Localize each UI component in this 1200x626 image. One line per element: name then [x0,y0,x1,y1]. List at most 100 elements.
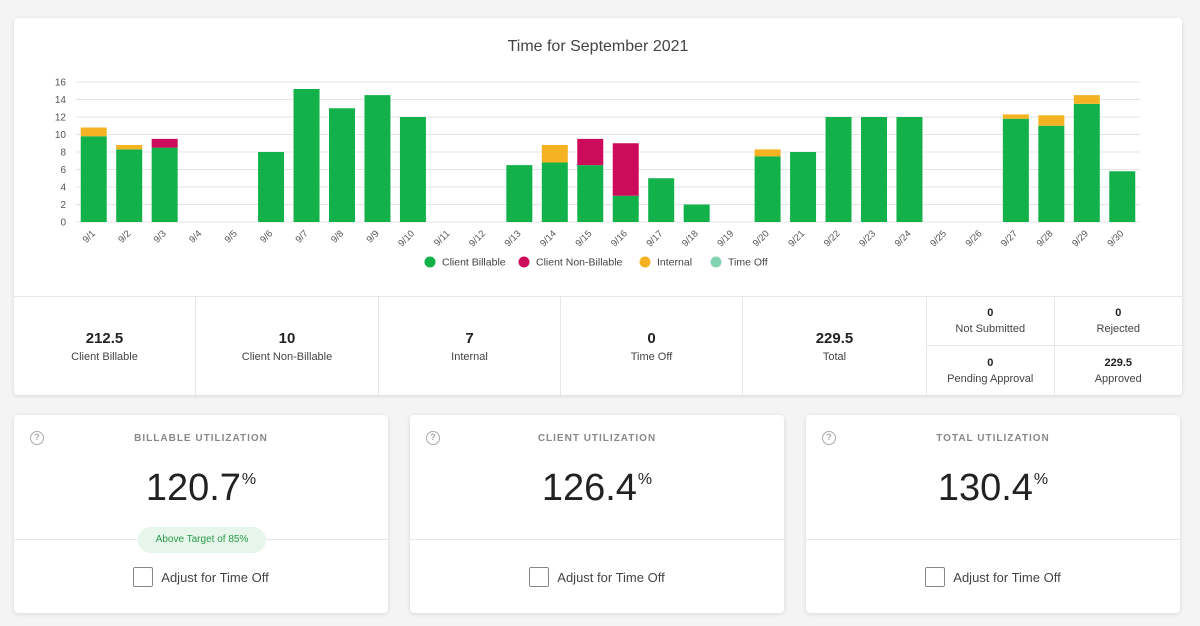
x-tick-label: 9/14 [538,228,559,249]
percent-unit: % [637,471,653,488]
summary-value: 229.5 [815,329,854,347]
adjust-time-off-checkbox[interactable] [529,567,550,587]
status-value: 0 [987,307,994,319]
bar-segment [329,108,355,222]
x-tick-label: 9/23 [857,228,878,249]
bar-segment [80,127,107,137]
summary-value: 0 [647,329,656,347]
y-tick-label: 14 [55,95,67,106]
stacked-bar-chart: 0 2 4 6 8 10 12 14 16 9/1 9/2 9/3 9/4 9/5 9/6 9/7 9/8 9/9… [55,78,1140,269]
bar-segment [541,145,568,163]
target-badge: Above Target of 85% [138,527,266,553]
x-tick-label: 9/29 [1070,228,1091,249]
bar-segment [1073,95,1100,104]
x-tick-label: 9/22 [822,228,843,249]
x-tick-label: 9/3 [152,228,169,245]
bar-segment [577,165,604,222]
bar-segment [1002,118,1029,222]
bar-segment [1038,125,1065,222]
summary-label: Client Non-Billable [241,350,333,363]
x-tick-label: 9/5 [223,228,240,245]
question-circle-icon[interactable]: ? [30,431,44,445]
x-tick-label: 9/27 [999,228,1020,249]
bar-segment [754,149,781,157]
bar-segment [612,143,639,196]
x-tick-label: 9/26 [964,228,985,249]
bar-segment [364,95,391,222]
bar-segment [506,165,533,222]
y-tick-label: 6 [60,165,66,176]
utilization-number: 130.4 [937,467,1033,509]
summary-label: Internal [451,350,488,363]
summary-time-off: 0 Time Off [561,297,743,395]
y-tick-label: 2 [60,200,66,211]
x-tick-label: 9/25 [928,228,949,249]
bar-segment [577,138,604,166]
status-label: Approved [1094,372,1142,385]
summary-row: 212.5 Client Billable 10 Client Non-Bill… [14,296,1182,395]
y-tick-label: 10 [55,130,67,141]
summary-label: Total [822,350,847,363]
bar-segment [648,178,675,222]
adjust-time-off[interactable]: Adjust for Time Off [806,567,1180,587]
status-rejected: 0 Rejected [1054,297,1182,346]
adjust-time-off-label[interactable]: Adjust for Time Off [953,569,1061,585]
bar-segment [1002,114,1029,119]
status-label: Rejected [1096,323,1140,335]
question-circle-icon[interactable]: ? [426,431,440,445]
bar-segment [896,117,923,222]
summary-value: 212.5 [85,329,124,347]
utilization-number: 120.7 [145,467,241,509]
bar-segment [541,162,568,222]
utilization-value: 130.4% [806,467,1180,510]
status-value: 229.5 [1104,356,1133,369]
bar-segment [861,117,887,222]
x-tick-label: 9/30 [1106,228,1127,249]
summary-value: 7 [465,329,474,347]
x-tick-label: 9/21 [786,228,807,249]
legend-label: Time Off [728,257,768,269]
chart-title: Time for September 2021 [507,38,689,55]
y-tick-label: 4 [60,183,66,194]
status-pending-approval: 0 Pending Approval [927,346,1055,395]
legend-swatch [710,256,722,268]
x-tick-label: 9/20 [751,228,772,249]
adjust-time-off-label[interactable]: Adjust for Time Off [161,569,269,585]
summary-total: 229.5 Total [743,297,927,395]
x-tick-label: 9/17 [644,228,665,249]
bar-segment [1073,103,1100,222]
legend-swatch [639,256,651,268]
x-tick-label: 9/8 [329,228,346,245]
bar-segment [80,136,107,222]
x-tick-label: 9/13 [503,228,524,249]
status-label: Pending Approval [947,372,1034,385]
legend-swatch [518,256,530,268]
summary-value: 10 [278,329,296,347]
bar-segment [116,149,143,222]
x-tick-label: 9/4 [187,228,204,245]
utilization-value: 126.4% [410,467,784,510]
bar-segment [116,145,143,150]
status-approved: 229.5 Approved [1055,346,1183,395]
adjust-time-off-checkbox[interactable] [133,567,154,587]
y-tick-label: 12 [55,113,67,124]
adjust-time-off-label[interactable]: Adjust for Time Off [557,569,665,585]
status-not-submitted: 0 Not Submitted [927,297,1055,346]
adjust-time-off[interactable]: Adjust for Time Off [410,567,784,587]
adjust-time-off-checkbox[interactable] [925,567,946,587]
bar-segment [1109,171,1136,222]
adjust-time-off[interactable]: Adjust for Time Off [14,567,388,587]
time-chart-card: Time for September 2021 0 2 4 6 8 10 12 14 16 9/1… [14,18,1182,395]
question-circle-icon[interactable]: ? [822,431,836,445]
approval-status-grid: 0 Not Submitted 0 Rejected 0 Pending App… [927,297,1182,395]
status-value: 0 [987,356,994,369]
bar-segment [151,138,178,148]
legend-label: Client Billable [442,257,506,269]
legend-label: Internal [657,257,692,269]
status-value: 0 [1115,307,1122,319]
x-tick-label: 9/1 [81,228,98,245]
bar-segment [151,147,178,222]
legend-label: Client Non-Billable [536,257,623,269]
client-utilization-card: ? CLIENT UTILIZATION 126.4% Adjust for T… [410,415,784,613]
x-tick-label: 9/16 [609,228,630,249]
